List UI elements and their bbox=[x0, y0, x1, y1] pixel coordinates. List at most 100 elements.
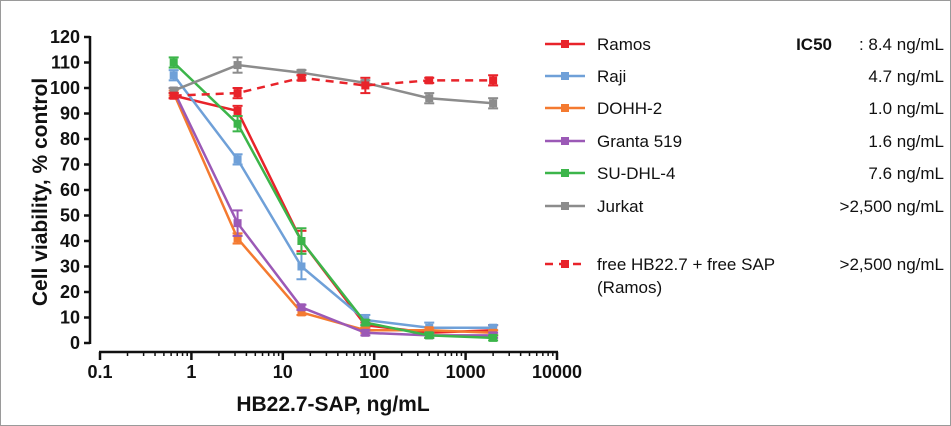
legend-entry: Ramos : 8.4 ng/mL bbox=[545, 35, 944, 54]
data-point bbox=[169, 86, 178, 95]
ic50-value: 4.7 ng/mL bbox=[868, 67, 944, 86]
legend-label: DOHH-2 bbox=[597, 99, 662, 118]
data-point bbox=[169, 71, 178, 80]
data-point bbox=[425, 94, 434, 103]
series-line bbox=[172, 61, 494, 340]
data-point bbox=[233, 106, 242, 115]
data-point bbox=[233, 155, 242, 164]
legend-swatch-marker bbox=[561, 202, 569, 210]
series-line bbox=[173, 94, 494, 335]
data-point bbox=[169, 91, 178, 100]
series-dohh-2 bbox=[168, 89, 499, 337]
y-tick-label: 110 bbox=[51, 53, 80, 73]
legend: Ramos : 8.4 ng/mL Raji 4.7 ng/mL DOHH-2 1.0 n… bbox=[545, 35, 944, 297]
legend-entry: DOHH-2 1.0 ng/mL bbox=[545, 99, 944, 118]
y-tick-label: 80 bbox=[60, 129, 80, 149]
series-line bbox=[172, 90, 494, 337]
legend-entry: Jurkat >2,500 ng/mL bbox=[545, 197, 944, 216]
y-tick-label: 30 bbox=[60, 257, 80, 277]
data-point bbox=[489, 323, 498, 332]
legend-label: Ramos bbox=[597, 35, 651, 54]
y-tick-label: 0 bbox=[70, 333, 80, 353]
legend-swatch-marker bbox=[561, 104, 569, 112]
data-point bbox=[233, 61, 242, 70]
legend-entry: Granta 519 1.6 ng/mL bbox=[545, 132, 944, 151]
series-line bbox=[172, 74, 494, 329]
data-point bbox=[425, 326, 434, 335]
legend-entry: Raji 4.7 ng/mL bbox=[545, 67, 944, 86]
series-granta-519 bbox=[168, 86, 499, 340]
ic50-value: 7.6 ng/mL bbox=[868, 164, 944, 183]
legend-entry: SU-DHL-4 7.6 ng/mL bbox=[545, 164, 944, 183]
legend-label-line2: (Ramos) bbox=[597, 278, 662, 297]
y-tick-label: 90 bbox=[60, 104, 80, 124]
x-tick-label: 1000 bbox=[446, 362, 486, 382]
data-point bbox=[233, 89, 242, 98]
data-point bbox=[489, 333, 498, 342]
series-free-hb22-7-free-sap bbox=[168, 73, 499, 100]
data-point bbox=[297, 308, 306, 317]
ic50-value: >2,500 ng/mL bbox=[840, 255, 944, 274]
ic50-value: 1.6 ng/mL bbox=[868, 132, 944, 151]
data-point bbox=[297, 303, 306, 312]
legend-swatch-marker bbox=[561, 137, 569, 145]
x-tick-label: 10 bbox=[273, 362, 293, 382]
data-point bbox=[297, 73, 306, 82]
data-point bbox=[361, 81, 370, 90]
x-tick-label: 10000 bbox=[532, 362, 582, 382]
ic50-header: IC50 bbox=[796, 35, 832, 54]
legend-swatch-marker bbox=[561, 72, 569, 80]
legend-label: free HB22.7 + free SAP bbox=[597, 255, 775, 274]
legend-label: Raji bbox=[597, 67, 626, 86]
y-axis-title: Cell viability, % control bbox=[29, 78, 52, 306]
data-point bbox=[297, 237, 306, 245]
x-ticks: 0.1 1 10 100 1000 10000 bbox=[87, 352, 582, 382]
series-line bbox=[173, 63, 494, 105]
data-point bbox=[425, 76, 434, 85]
series-layer bbox=[168, 56, 499, 342]
series-line bbox=[172, 92, 494, 335]
series-line bbox=[173, 76, 494, 97]
legend-swatch-marker bbox=[561, 260, 569, 268]
ic50-value: >2,500 ng/mL bbox=[840, 197, 944, 216]
series-raji bbox=[168, 69, 499, 334]
data-point bbox=[233, 234, 242, 243]
data-point bbox=[489, 76, 498, 85]
y-tick-label: 60 bbox=[60, 180, 80, 200]
series-ramos bbox=[168, 91, 499, 337]
data-point bbox=[233, 119, 242, 128]
legend-label: Jurkat bbox=[597, 197, 644, 216]
data-point bbox=[361, 328, 370, 337]
x-axis-title: HB22.7-SAP, ng/mL bbox=[236, 393, 429, 416]
data-point bbox=[297, 68, 306, 77]
legend-label: SU-DHL-4 bbox=[597, 164, 675, 183]
y-tick-label: 70 bbox=[60, 155, 80, 175]
y-tick-label: 10 bbox=[60, 308, 80, 328]
legend-label: Granta 519 bbox=[597, 132, 682, 151]
y-tick-label: 50 bbox=[60, 206, 80, 226]
y-tick-label: 20 bbox=[60, 282, 80, 302]
data-point bbox=[233, 219, 242, 228]
y-tick-label: 100 bbox=[50, 78, 80, 98]
series-su-dhl-4 bbox=[168, 56, 499, 342]
x-tick-label: 100 bbox=[359, 362, 389, 382]
data-point bbox=[169, 58, 178, 67]
data-point bbox=[489, 99, 498, 108]
data-point bbox=[361, 318, 370, 327]
data-point bbox=[425, 331, 434, 340]
data-point bbox=[297, 262, 306, 271]
y-ticks: 0 10 20 30 40 50 60 70 80 90 100 110 120 bbox=[50, 27, 90, 353]
y-tick-label: 40 bbox=[60, 231, 80, 251]
y-tick-label: 120 bbox=[50, 27, 80, 47]
legend-swatch-marker bbox=[561, 169, 569, 177]
x-tick-label: 0.1 bbox=[87, 362, 112, 382]
series-jurkat bbox=[168, 56, 499, 110]
ic50-value: 1.0 ng/mL bbox=[868, 99, 944, 118]
x-tick-label: 1 bbox=[186, 362, 196, 382]
legend-swatch-marker bbox=[561, 40, 569, 48]
legend-entry: free HB22.7 + free SAP (Ramos) >2,500 ng/m… bbox=[545, 255, 944, 297]
ic50-value: : 8.4 ng/mL bbox=[859, 35, 944, 54]
